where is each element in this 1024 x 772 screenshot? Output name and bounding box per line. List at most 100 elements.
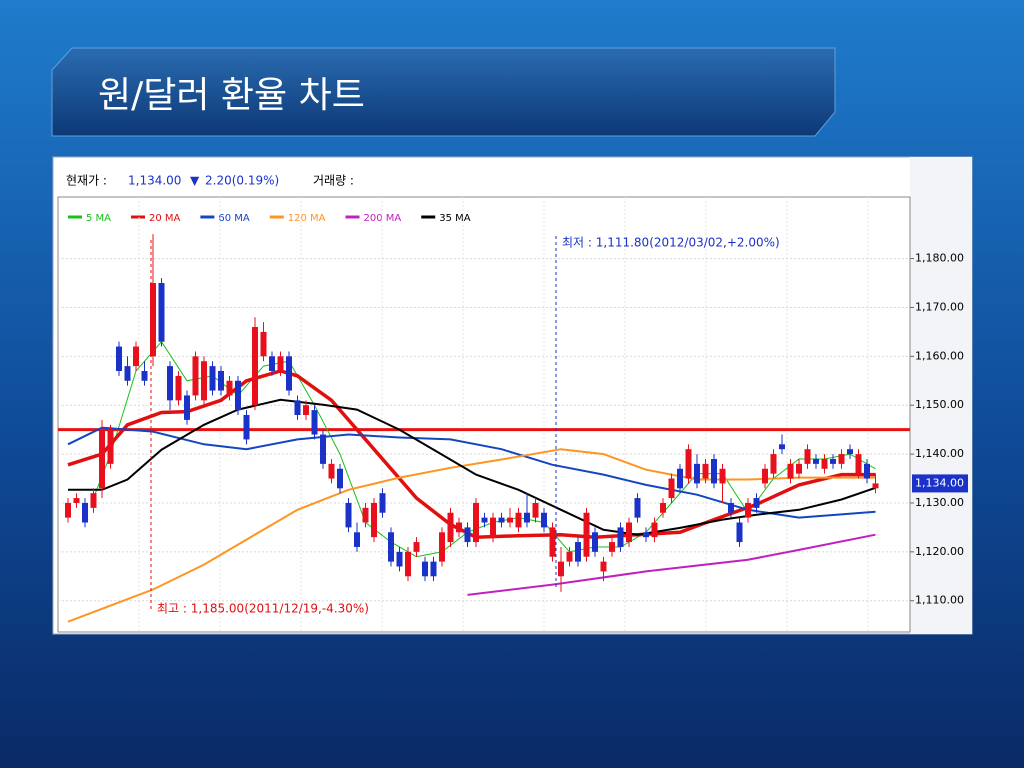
candle-body	[371, 502, 377, 538]
candle-body	[617, 527, 624, 547]
candle-body	[167, 366, 173, 401]
candle-body	[838, 454, 845, 464]
plot	[58, 197, 910, 632]
candle-body	[158, 283, 165, 342]
price-value: 1,134.00	[128, 174, 181, 188]
last-price-tag	[912, 474, 968, 493]
candle-body	[872, 483, 879, 489]
candle-body	[609, 542, 615, 552]
candle-body	[600, 561, 607, 572]
candle-body	[99, 429, 105, 489]
legend-label: 5 MA	[86, 213, 111, 224]
candle-body	[507, 517, 513, 523]
candle-body	[184, 395, 190, 420]
candle-body	[490, 517, 496, 538]
y-tick-label: 1,120.00	[915, 545, 964, 558]
volume-label: 거래량 :	[313, 174, 354, 188]
candle-body	[396, 551, 403, 567]
candle-body	[362, 507, 369, 523]
candle-body	[745, 502, 751, 518]
candle-body	[150, 283, 156, 357]
candle-body	[260, 331, 267, 357]
candle-body	[804, 449, 811, 464]
candle-body	[762, 468, 768, 484]
candle-body	[243, 414, 250, 440]
legend-label: 60 MA	[218, 213, 250, 224]
candle-body	[430, 561, 437, 577]
candle-body	[702, 463, 709, 479]
candle-body	[107, 429, 114, 464]
candle-body	[736, 522, 743, 543]
candle-body	[413, 542, 420, 552]
change-symbol: ▼	[190, 174, 200, 188]
last-price-label: 1,134.00	[915, 476, 964, 489]
candle-body	[328, 463, 335, 479]
candle-body	[668, 478, 675, 499]
candle-body	[779, 444, 785, 450]
candle-body	[345, 502, 352, 528]
candle-body	[787, 463, 794, 479]
legend-label: 120 MA	[288, 213, 326, 224]
candle-body	[405, 551, 411, 577]
ma-line	[93, 340, 876, 558]
y-tick-label: 1,140.00	[915, 447, 964, 460]
y-tick-label: 1,180.00	[915, 252, 964, 265]
candle-body	[133, 346, 139, 367]
candle-body	[269, 356, 275, 371]
candle-body	[677, 468, 683, 489]
candle-body	[226, 380, 233, 396]
y-tick-label: 1,170.00	[915, 300, 964, 313]
y-axis: 1,110.00 1,120.00 1,130.00 1,140.00 1,150.00…	[910, 252, 968, 607]
candle-body	[634, 498, 641, 518]
candle-body	[770, 454, 777, 474]
candle-body	[498, 517, 505, 523]
candle-body	[218, 371, 224, 391]
candle-body	[379, 493, 386, 513]
candle-body	[90, 493, 97, 508]
candle-body	[813, 458, 819, 464]
y-tick-label: 1,150.00	[915, 398, 964, 411]
high-annotation: 최고 : 1,185.00(2011/12/19,-4.30%)	[157, 602, 369, 616]
candle-body	[422, 561, 428, 577]
price-label: 현재가 :	[66, 174, 107, 188]
candle-body	[626, 522, 632, 543]
axis-panel	[910, 157, 972, 634]
candle-body	[719, 468, 726, 484]
candle-body	[388, 532, 394, 562]
candle-body	[549, 527, 556, 557]
candle-body	[643, 532, 649, 538]
candle-body	[728, 502, 734, 513]
candle-body	[711, 458, 717, 484]
candle-body	[303, 405, 309, 415]
candle-body	[116, 346, 122, 371]
ma-line	[68, 398, 876, 536]
ma-line	[67, 426, 876, 519]
candle-body	[473, 502, 479, 543]
candle-body	[515, 512, 522, 528]
candle-body	[294, 400, 301, 415]
ma-line	[467, 533, 876, 596]
candle-body	[201, 361, 207, 401]
candle-body	[592, 532, 598, 552]
low-annotation: 최저 : 1,111.80(2012/03/02,+2.00%)	[562, 236, 780, 250]
y-tick-label: 1,160.00	[915, 349, 964, 362]
candle-body	[175, 375, 182, 401]
chart-panel	[52, 156, 973, 635]
candle-body	[753, 498, 760, 508]
candle-body	[337, 468, 343, 489]
candle-body	[524, 512, 530, 523]
candle-body	[660, 502, 666, 513]
legend-label: 20 MA	[149, 213, 181, 224]
candle-body	[82, 502, 88, 523]
change-value: 2.20(0.19%)	[205, 174, 279, 188]
candle-body	[192, 356, 199, 396]
candle-body	[855, 454, 862, 474]
legend-label: 35 MA	[439, 213, 471, 224]
candle-body	[575, 542, 581, 562]
slide-title: 원/달러 환율 차트	[98, 75, 365, 116]
candle-body	[685, 449, 692, 479]
candle-body	[532, 502, 539, 518]
y-tick-label: 1,130.00	[915, 496, 964, 509]
candle-body	[311, 410, 318, 435]
